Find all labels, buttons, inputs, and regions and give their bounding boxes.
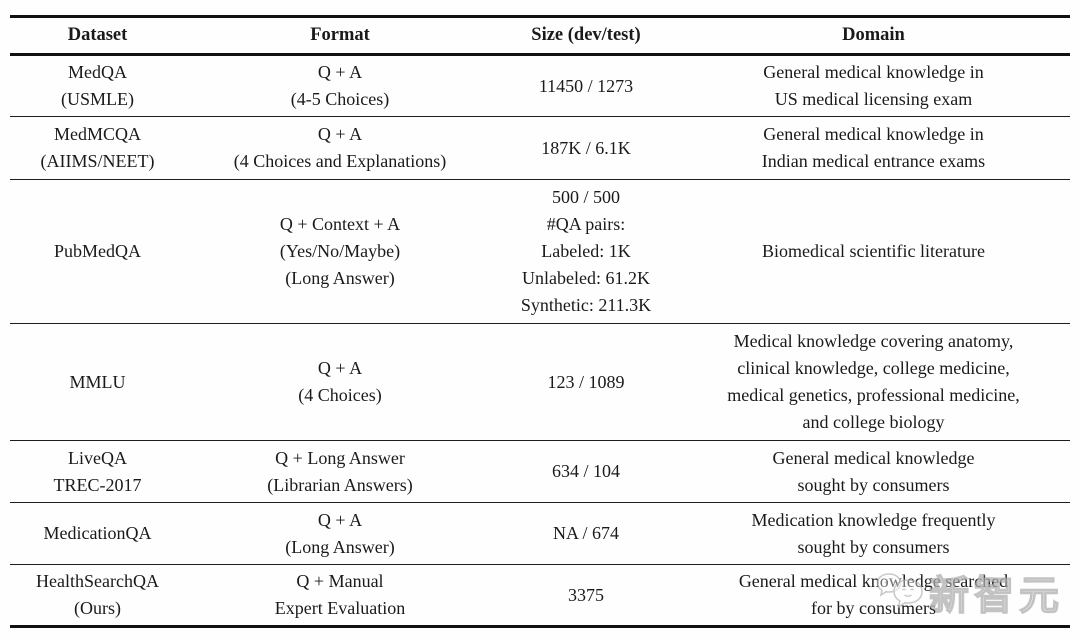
table-row-medqa: MedQA (USMLE) Q + A (4-5 Choices) 11450 … — [10, 55, 1070, 117]
cell-dataset: PubMedQA — [53, 241, 141, 261]
cell-format: Q + Context + A (Yes/No/Maybe) (Long Ans… — [279, 214, 401, 288]
cell-dataset: MedQA (USMLE) — [61, 62, 134, 109]
table-row-healthsearchqa: HealthSearchQA (Ours) Q + Manual Expert … — [10, 565, 1070, 627]
cell-domain: General medical knowledge searched for b… — [738, 571, 1009, 618]
cell-domain: General medical knowledge in Indian medi… — [761, 124, 986, 171]
table-header-row: Dataset Format Size (dev/test) Domain — [10, 17, 1070, 55]
cell-size: 123 / 1089 — [547, 371, 625, 392]
cell-domain: General medical knowledge sought by cons… — [772, 447, 975, 495]
cell-size: 634 / 104 — [551, 461, 620, 481]
cell-dataset: MedicationQA — [43, 523, 152, 543]
cell-domain: Medical knowledge covering anatomy, clin… — [727, 331, 1020, 432]
cell-size: 187K / 6.1K — [541, 137, 631, 158]
cell-size: 500 / 500 #QA pairs: Labeled: 1K Unlabel… — [520, 187, 652, 315]
table-row-mmlu: MMLU Q + A (4 Choices) 123 / 1089 Medica… — [10, 324, 1070, 441]
cell-dataset: MMLU — [69, 371, 126, 392]
cell-domain: Medication knowledge frequently sought b… — [751, 509, 996, 557]
col-header-format: Format — [310, 25, 370, 45]
cell-size: 11450 / 1273 — [538, 75, 634, 96]
cell-format: Q + A (4-5 Choices) — [290, 62, 390, 109]
cell-format: Q + Long Answer (Librarian Answers) — [267, 447, 413, 495]
cell-format: Q + A (4 Choices and Explanations) — [233, 124, 447, 171]
cell-size: 3375 — [568, 584, 604, 605]
cell-format: Q + A (Long Answer) — [285, 509, 395, 557]
cell-dataset: MedMCQA (AIIMS/NEET) — [40, 124, 155, 171]
table-row-medicationqa: MedicationQA Q + A (Long Answer) NA / 67… — [10, 503, 1070, 565]
cell-format: Q + A (4 Choices) — [298, 358, 382, 405]
col-header-domain: Domain — [842, 25, 905, 45]
cell-format: Q + Manual Expert Evaluation — [274, 571, 406, 618]
table-row-liveqa: LiveQA TREC-2017 Q + Long Answer (Librar… — [10, 441, 1070, 503]
datasets-table: Dataset Format Size (dev/test) Domain Me… — [10, 15, 1070, 628]
cell-dataset: LiveQA TREC-2017 — [53, 447, 142, 495]
col-header-dataset: Dataset — [67, 25, 128, 45]
table-row-pubmedqa: PubMedQA Q + Context + A (Yes/No/Maybe) … — [10, 180, 1070, 324]
col-header-size: Size (dev/test) — [531, 25, 641, 45]
cell-domain: General medical knowledge in US medical … — [763, 62, 984, 109]
cell-domain: Biomedical scientific literature — [762, 241, 985, 261]
cell-size: NA / 674 — [552, 523, 619, 543]
table-row-medmcqa: MedMCQA (AIIMS/NEET) Q + A (4 Choices an… — [10, 117, 1070, 180]
cell-dataset: HealthSearchQA (Ours) — [36, 571, 159, 618]
